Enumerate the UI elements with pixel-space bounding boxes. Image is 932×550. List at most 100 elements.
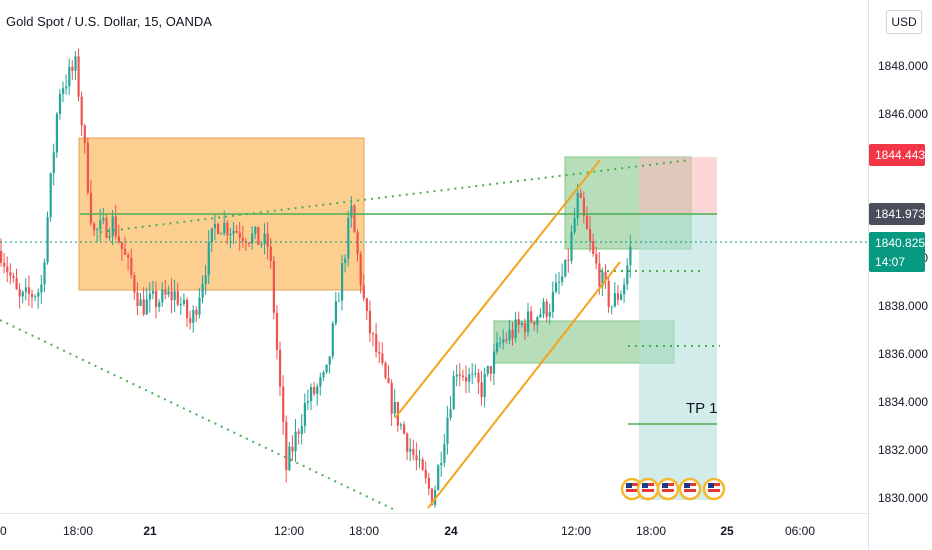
flag-stripe	[626, 489, 638, 492]
candle-body	[573, 218, 576, 233]
candle-body	[96, 229, 99, 231]
candle-body	[601, 271, 604, 287]
candle-body	[399, 424, 403, 426]
candle-body	[93, 223, 96, 231]
candle-body	[589, 228, 592, 242]
candle-body	[604, 271, 607, 281]
candle-body	[62, 88, 65, 94]
candle-body	[545, 301, 548, 317]
candles	[0, 48, 632, 508]
candle-body	[251, 233, 254, 244]
candle-body	[120, 242, 124, 249]
candle-body	[499, 342, 502, 344]
candle-body	[310, 387, 313, 402]
candle-body	[297, 431, 300, 434]
candle-body	[186, 299, 189, 319]
candle-body	[291, 446, 294, 452]
candle-body	[378, 351, 381, 354]
candle-body	[567, 259, 570, 261]
candle-body	[37, 292, 40, 297]
candle-body	[533, 321, 536, 325]
candle-body	[294, 431, 297, 452]
candle-body	[288, 446, 291, 471]
event-icons[interactable]	[620, 477, 726, 501]
candle-body	[195, 309, 198, 315]
candle-body	[182, 299, 186, 305]
time-tick-label: 12:00	[274, 524, 304, 538]
candle-body	[449, 409, 452, 418]
candle-body	[24, 287, 27, 292]
candle-body	[210, 228, 213, 243]
candle-body	[331, 323, 334, 357]
candle-body	[350, 205, 353, 218]
candle-body	[554, 282, 558, 292]
currency-button[interactable]: USD	[886, 10, 922, 34]
candle-body	[359, 254, 362, 286]
price-labels: 1844.443 1841.973 1840.825 14:07	[869, 144, 925, 272]
candle-body	[139, 299, 142, 306]
drawing-lines: TP 1	[0, 159, 868, 511]
candle-body	[616, 293, 620, 300]
time-tick-label: 00	[0, 524, 7, 538]
candle-body	[458, 374, 461, 376]
candle-body	[579, 192, 582, 198]
candle-body	[551, 291, 554, 312]
candle-body	[124, 248, 127, 255]
us-flag-icon	[636, 477, 660, 501]
candle-body	[55, 113, 58, 153]
candle-body	[520, 322, 523, 325]
us-flag-icon	[620, 477, 644, 501]
drawing-zones	[78, 137, 717, 500]
candle-body	[3, 262, 6, 267]
candle-body	[523, 322, 527, 332]
candle-body	[607, 280, 610, 307]
candle-body	[344, 258, 347, 263]
candle-body	[558, 281, 561, 283]
candle-body	[99, 220, 102, 230]
candle-body	[40, 284, 43, 293]
price-axis[interactable]: 1830.000 1832.000 1834.000 1836.000 1838.000…	[869, 0, 932, 550]
candle-body	[613, 293, 616, 307]
time-axis[interactable]: 00 18:00 21 12:00 18:00 24 12:00 18:00 25 06:00	[0, 524, 815, 538]
profit-target-zone	[639, 214, 717, 500]
last-price-text: 1840.825	[875, 236, 925, 250]
candle-body	[477, 373, 480, 383]
candle-body	[266, 233, 269, 247]
candle-body	[508, 330, 511, 341]
candle-body	[629, 246, 632, 266]
alert-price-tag	[869, 144, 925, 166]
time-tick-label: 18:00	[349, 524, 379, 538]
candle-body	[334, 301, 337, 324]
time-tick-label: 06:00	[785, 524, 815, 538]
candle-body	[403, 424, 406, 434]
candle-body	[155, 291, 158, 307]
candle-body	[319, 377, 322, 387]
candle-body	[46, 217, 49, 263]
trendline-dotted-ascending	[99, 159, 691, 233]
price-axis-separator	[868, 0, 869, 550]
candle-body	[598, 263, 601, 287]
candle-body	[492, 351, 496, 374]
candle-body	[213, 224, 217, 229]
candle-body	[489, 366, 492, 374]
candle-body	[471, 373, 474, 375]
candle-body	[145, 299, 148, 315]
candle-body	[421, 459, 424, 470]
candle-body	[446, 417, 449, 445]
candle-body	[406, 433, 409, 452]
flag-stripe	[708, 489, 720, 492]
candle-body	[514, 319, 517, 339]
candle-body	[148, 293, 151, 300]
flag-canton	[684, 483, 690, 488]
candle-body	[111, 216, 114, 237]
candle-body	[303, 402, 306, 426]
candle-body	[576, 192, 579, 219]
trendline-dotted-descending	[0, 319, 396, 511]
flag-stripe	[642, 489, 654, 492]
price-tick-label: 1848.000	[878, 59, 928, 73]
time-tick-label: 12:00	[561, 524, 591, 538]
candle-body	[496, 342, 499, 352]
candle-body	[238, 232, 241, 238]
candle-body	[536, 317, 539, 325]
